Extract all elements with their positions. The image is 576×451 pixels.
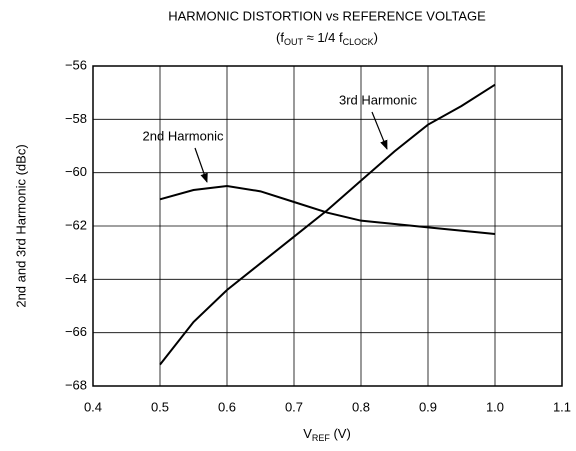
y-tick-label: −68: [65, 377, 87, 392]
y-tick-label: −58: [65, 111, 87, 126]
x-tick-label: 1.0: [486, 399, 504, 414]
x-tick-label: 0.9: [419, 399, 437, 414]
annotation-arrow: [194, 147, 208, 183]
series-line: [159, 184, 496, 235]
series-line: [159, 83, 496, 366]
annotation: 3rd Harmonic: [339, 92, 418, 107]
y-tick-label: −60: [65, 164, 87, 179]
x-tick-label: 0.8: [352, 399, 370, 414]
annotation: 2nd Harmonic: [143, 128, 224, 143]
x-tick-label: 0.5: [151, 399, 169, 414]
y-tick-label: −66: [65, 324, 87, 339]
annotation-arrow: [371, 111, 388, 150]
x-tick-label: 0.7: [285, 399, 303, 414]
y-tick-label: −56: [65, 57, 87, 72]
x-tick-label: 1.1: [553, 399, 571, 414]
x-tick-label: 0.4: [84, 399, 102, 414]
y-axis-label: 2nd and 3rd Harmonic (dBc): [13, 144, 28, 307]
chart-subtitle: (fOUT ≈ 1/4 fCLOCK): [276, 30, 378, 47]
x-axis-label: VREF (V): [303, 426, 351, 443]
y-tick-label: −64: [65, 271, 87, 286]
x-tick-label: 0.6: [218, 399, 236, 414]
y-tick-label: −62: [65, 217, 87, 232]
chart-title: HARMONIC DISTORTION vs REFERENCE VOLTAGE: [168, 8, 486, 23]
plot-frame: [92, 65, 563, 387]
